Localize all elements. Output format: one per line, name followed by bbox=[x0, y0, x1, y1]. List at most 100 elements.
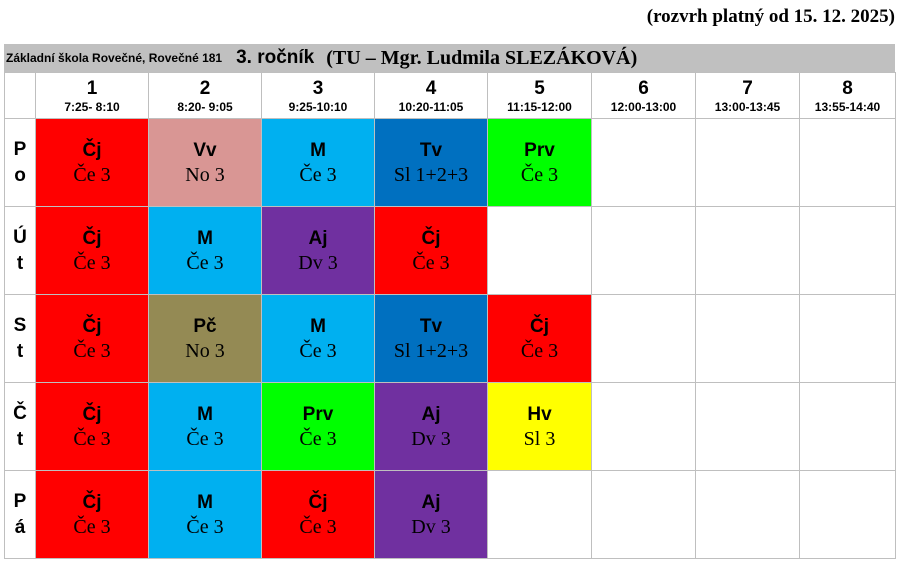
lesson-room: Če 3 bbox=[73, 251, 111, 274]
lesson-room: Dv 3 bbox=[411, 427, 451, 450]
lesson-cell: M Če 3 bbox=[261, 294, 375, 383]
lesson-subject: Aj bbox=[308, 227, 328, 249]
day-letter: Ú bbox=[13, 226, 27, 248]
lesson-cell: Prv Če 3 bbox=[487, 118, 592, 207]
lesson-cell: Vv No 3 bbox=[148, 118, 262, 207]
lesson-room: Dv 3 bbox=[411, 515, 451, 538]
lesson-cell: Čj Če 3 bbox=[487, 294, 592, 383]
period-number: 4 bbox=[425, 77, 437, 99]
lesson-cell: Hv Sl 3 bbox=[487, 382, 592, 471]
day-letter: P bbox=[13, 138, 27, 160]
empty-cell bbox=[695, 294, 800, 383]
lesson-subject: Čj bbox=[308, 491, 328, 513]
lesson-cell: Tv Sl 1+2+3 bbox=[374, 294, 488, 383]
period-number: 2 bbox=[199, 77, 211, 99]
period-time: 12:00-13:00 bbox=[610, 99, 677, 114]
lesson-room: No 3 bbox=[185, 339, 225, 362]
period-time: 13:00-13:45 bbox=[714, 99, 781, 114]
lesson-room: Če 3 bbox=[520, 339, 559, 362]
lesson-subject: M bbox=[310, 139, 326, 161]
validity-note: (rozvrh platný od 15. 12. 2025) bbox=[646, 6, 895, 27]
timetable-header: Základní škola Rovečné, Rovečné 181 3. r… bbox=[4, 44, 895, 72]
day-letter: o bbox=[14, 164, 26, 186]
period-time: 11:15-12:00 bbox=[507, 99, 572, 114]
corner-cell bbox=[4, 72, 36, 119]
lesson-room: Če 3 bbox=[299, 339, 337, 362]
period-header-row: 1 7:25- 8:10 2 8:20- 9:05 3 9:25-10:10 4 10:20-… bbox=[4, 72, 896, 119]
lesson-room: Če 3 bbox=[520, 163, 559, 186]
period-header-7: 7 13:00-13:45 bbox=[695, 72, 800, 119]
period-header-3: 3 9:25-10:10 bbox=[261, 72, 375, 119]
empty-cell bbox=[799, 470, 896, 559]
lesson-room: Sl 1+2+3 bbox=[393, 163, 469, 186]
lesson-subject: M bbox=[197, 491, 213, 513]
lesson-cell: Čj Če 3 bbox=[35, 294, 149, 383]
lesson-subject: M bbox=[197, 403, 213, 425]
empty-cell bbox=[799, 118, 896, 207]
empty-cell bbox=[799, 382, 896, 471]
lesson-subject: Čj bbox=[530, 315, 549, 337]
lesson-cell: Čj Če 3 bbox=[35, 118, 149, 207]
lesson-room: Če 3 bbox=[299, 163, 337, 186]
lesson-cell: M Če 3 bbox=[148, 382, 262, 471]
period-number: 8 bbox=[842, 77, 853, 99]
lesson-room: Če 3 bbox=[299, 515, 337, 538]
lesson-cell: Aj Dv 3 bbox=[374, 470, 488, 559]
lesson-subject: Čj bbox=[82, 315, 102, 337]
lesson-cell: Čj Če 3 bbox=[374, 206, 488, 295]
period-number: 6 bbox=[638, 77, 649, 99]
period-header-5: 5 11:15-12:00 bbox=[487, 72, 592, 119]
period-time: 10:20-11:05 bbox=[398, 99, 464, 114]
lesson-cell: M Če 3 bbox=[148, 206, 262, 295]
lesson-subject: Hv bbox=[527, 403, 552, 425]
lesson-room: Če 3 bbox=[412, 251, 450, 274]
empty-cell bbox=[487, 206, 592, 295]
lesson-subject: M bbox=[197, 227, 213, 249]
empty-cell bbox=[487, 470, 592, 559]
class-teacher: (TU – Mgr. Ludmila SLEZÁKOVÁ) bbox=[326, 46, 638, 69]
lesson-subject: Čj bbox=[421, 227, 441, 249]
period-time: 9:25-10:10 bbox=[288, 99, 348, 114]
empty-cell bbox=[695, 118, 800, 207]
period-header-2: 2 8:20- 9:05 bbox=[148, 72, 262, 119]
empty-cell bbox=[799, 206, 896, 295]
lesson-subject: Aj bbox=[421, 491, 441, 513]
period-number: 1 bbox=[86, 77, 98, 99]
grade-label: 3. ročník bbox=[236, 47, 315, 68]
lesson-subject: Čj bbox=[82, 403, 102, 425]
lesson-room: Če 3 bbox=[73, 427, 111, 450]
lesson-subject: Tv bbox=[419, 315, 443, 337]
empty-cell bbox=[695, 470, 800, 559]
period-header-8: 8 13:55-14:40 bbox=[799, 72, 896, 119]
lesson-subject: M bbox=[310, 315, 326, 337]
period-number: 5 bbox=[534, 77, 545, 99]
day-letter: S bbox=[13, 314, 27, 336]
lesson-cell: M Če 3 bbox=[148, 470, 262, 559]
lesson-room: Če 3 bbox=[73, 339, 111, 362]
empty-cell bbox=[591, 470, 696, 559]
lesson-subject: Prv bbox=[524, 139, 555, 161]
lesson-cell: Čj Če 3 bbox=[35, 206, 149, 295]
lesson-subject: Čj bbox=[82, 491, 102, 513]
lesson-room: Sl 3 bbox=[523, 427, 556, 450]
empty-cell bbox=[695, 206, 800, 295]
lesson-room: No 3 bbox=[185, 163, 225, 186]
lesson-room: Če 3 bbox=[186, 515, 224, 538]
lesson-room: Če 3 bbox=[73, 163, 111, 186]
lesson-subject: Čj bbox=[82, 139, 102, 161]
period-time: 13:55-14:40 bbox=[814, 99, 881, 114]
lesson-subject: Aj bbox=[421, 403, 441, 425]
lesson-subject: Čj bbox=[82, 227, 102, 249]
lesson-cell: Čj Če 3 bbox=[261, 470, 375, 559]
lesson-room: Če 3 bbox=[73, 515, 111, 538]
lesson-cell: Čj Če 3 bbox=[35, 382, 149, 471]
lesson-room: Dv 3 bbox=[298, 251, 338, 274]
timetable-grid: 1 7:25- 8:10 2 8:20- 9:05 3 9:25-10:10 4 10:20-… bbox=[4, 72, 896, 559]
